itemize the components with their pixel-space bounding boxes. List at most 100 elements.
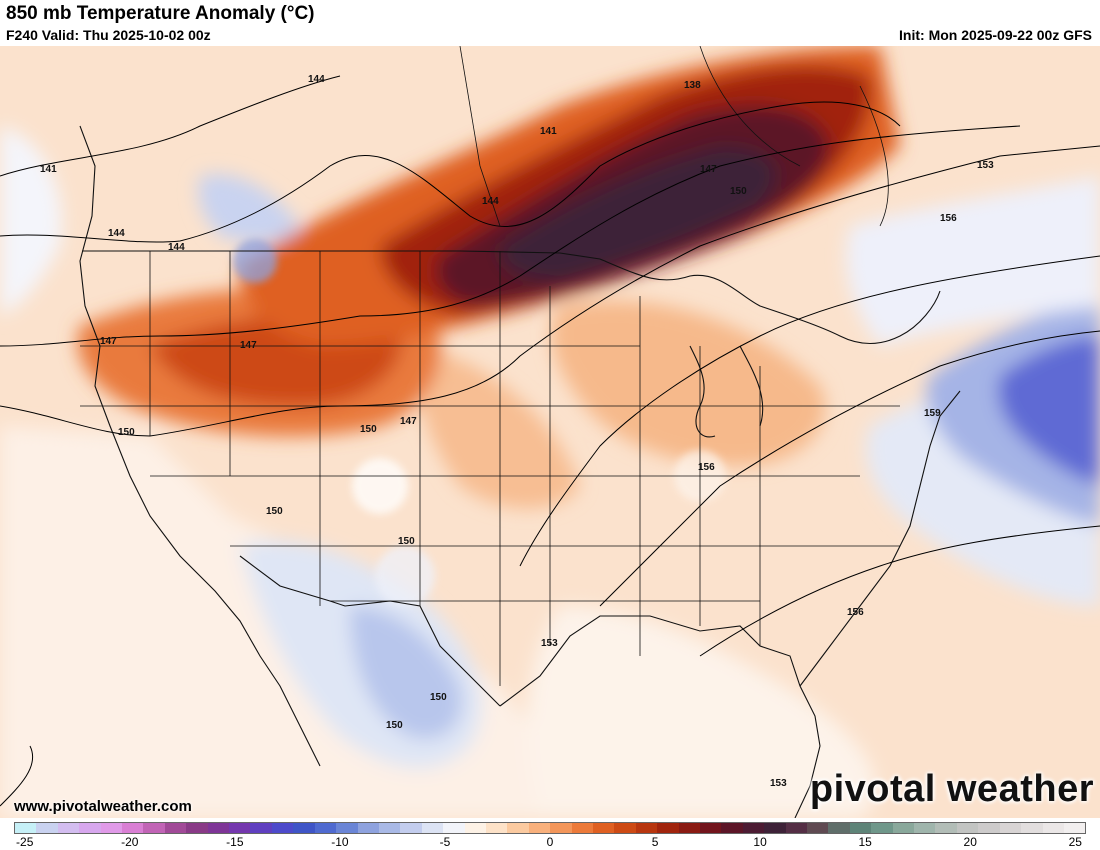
colorbar-swatch	[400, 823, 422, 833]
colorbar-swatch	[1042, 823, 1064, 833]
colorbar-swatch	[785, 823, 808, 833]
contour-label: 141	[40, 164, 57, 175]
colorbar-swatch	[143, 823, 165, 833]
colorbar-swatch	[592, 823, 615, 833]
contour-147	[0, 125, 1021, 347]
contour-label: 147	[400, 416, 417, 427]
contour-label: 150	[430, 692, 447, 703]
field-bc-cool-core	[233, 239, 277, 283]
colorbar-swatch	[764, 823, 786, 833]
field-quebec-pale	[846, 176, 1100, 346]
contour-label: 150	[398, 536, 415, 547]
colorbar-swatch	[507, 823, 529, 833]
contour-153	[519, 255, 1100, 567]
colorbar	[14, 822, 1086, 834]
colorbar-tick-label: -5	[439, 835, 451, 849]
colorbar-tick-label: 20	[963, 835, 977, 849]
contour-label: 138	[684, 80, 701, 91]
contour-label: 156	[940, 213, 957, 224]
valid-time: F240 Valid: Thu 2025-10-02 00z	[6, 27, 211, 43]
colorbar-tick-label: 15	[858, 835, 872, 849]
contour-label: 153	[541, 638, 558, 649]
contour-156	[599, 330, 1100, 607]
map-header: 850 mb Temperature Anomaly (°C) F240 Val…	[0, 0, 1100, 46]
field-mexico-cool-core	[350, 606, 462, 739]
colorbar-swatch	[15, 823, 37, 833]
colorbar-swatch	[100, 823, 123, 833]
colorbar-swatch	[678, 823, 700, 833]
colorbar-swatch	[336, 823, 358, 833]
colorbar-swatch	[36, 823, 58, 833]
colorbar-swatch	[700, 823, 722, 833]
colorbar-tick-label: -20	[121, 835, 139, 849]
anomaly-field	[0, 46, 1100, 818]
contour-label: 156	[698, 462, 715, 473]
map-canvas: 144 141 138 144 144 144 141 147 150 153 …	[0, 46, 1100, 818]
contour-label: 159	[924, 408, 941, 419]
colorbar-swatch	[999, 823, 1022, 833]
colorbar-swatch	[635, 823, 658, 833]
colorbar-swatch	[229, 823, 251, 833]
contour-label: 141	[540, 126, 557, 137]
colorbar-swatch	[314, 823, 337, 833]
colorbar-swatch	[892, 823, 915, 833]
state-lines-horizontal	[80, 345, 900, 602]
brand-logo-text: pivotal weather	[809, 768, 1094, 810]
colorbar-swatch	[79, 823, 101, 833]
colorbar-swatch	[293, 823, 315, 833]
colorbar-swatch	[571, 823, 593, 833]
colorbar-tick-label: -10	[331, 835, 349, 849]
init-time: Init: Mon 2025-09-22 00z GFS	[899, 27, 1092, 43]
colorbar-swatch	[849, 823, 872, 833]
field-nm-pale	[375, 546, 435, 606]
colorbar-swatch	[742, 823, 765, 833]
colorbar-swatch	[1021, 823, 1043, 833]
contour-150	[0, 145, 1100, 437]
colorbar-swatch	[186, 823, 208, 833]
contour-141	[0, 75, 341, 177]
gulf-coast	[499, 615, 821, 818]
contour-label: 147	[100, 336, 117, 347]
colorbar-swatch	[1063, 823, 1086, 833]
colorbar-swatch	[122, 823, 144, 833]
colorbar-tick-label: 5	[651, 835, 659, 849]
field-greatlakes-warm	[551, 300, 826, 466]
colorbar-swatch	[357, 823, 379, 833]
colorbar-swatch	[828, 823, 850, 833]
colorbar-swatch	[978, 823, 1000, 833]
colorbar-swatch	[464, 823, 486, 833]
colorbar-swatch	[57, 823, 80, 833]
colorbar-swatch	[443, 823, 465, 833]
field-plains-warm	[417, 346, 580, 509]
contour-label-group: 144 141 138 144 144 144 141 147 150 153 …	[40, 74, 994, 789]
colorbar-swatch	[935, 823, 957, 833]
colorbar-swatch	[250, 823, 272, 833]
colorbar-swatch	[421, 823, 444, 833]
colorbar-swatch	[914, 823, 936, 833]
colorbar-swatch	[271, 823, 294, 833]
contour-label: 144	[308, 74, 325, 85]
colorbar-tick-label: 25	[1068, 835, 1082, 849]
contour-label: 147	[240, 340, 257, 351]
borders	[79, 46, 961, 818]
map-title: 850 mb Temperature Anomaly (°C)	[6, 3, 315, 24]
contour-label: 150	[118, 427, 135, 438]
contour-sw-corner	[0, 745, 34, 807]
colorbar-tick-label: -15	[226, 835, 244, 849]
height-contours	[0, 75, 1100, 807]
colorbar-swatch	[485, 823, 508, 833]
colorbar-tick-label: -25	[16, 835, 34, 849]
colorbar-swatch	[207, 823, 230, 833]
colorbar-ticks: -25 -20 -15 -10 -5 0 5 10 15 20 25	[14, 835, 1086, 850]
field-canada-peak-core	[499, 146, 777, 281]
colorbar-swatch	[956, 823, 979, 833]
field-westcoast-pale	[0, 126, 62, 316]
contour-label: 144	[168, 242, 185, 253]
contour-label: 153	[977, 160, 994, 171]
colorbar-tick-label: 0	[546, 835, 554, 849]
contour-159	[699, 525, 1100, 657]
contour-label: 150	[360, 424, 377, 435]
field-pacific-pale	[0, 546, 66, 818]
pacific-coast	[79, 125, 321, 767]
contour-144	[0, 101, 901, 243]
